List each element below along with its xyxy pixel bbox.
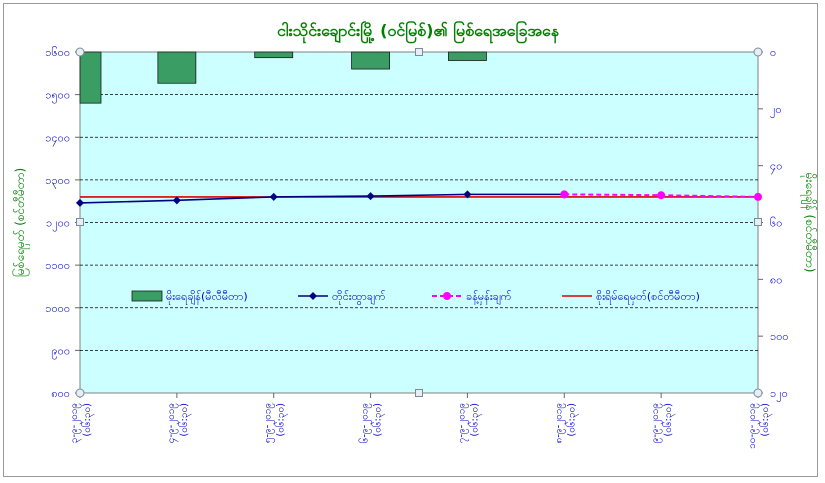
observed-line — [79, 193, 565, 204]
x-tick-label-line: ၈-၉-၂၀၁၉ — [553, 403, 566, 443]
x-tick-label: ၄-၉-၂၀၁၉ (၀၆:၃၀) — [166, 403, 192, 443]
x-tick-label: ၉-၉-၂၀၁၉ (၀၆:၃၀) — [650, 403, 676, 443]
x-tick-label-line: ၇-၉-၂၀၁၉ — [456, 403, 469, 443]
x-tick-label: ၃-၉-၂၀၁၉ (၀၆:၃၀) — [69, 403, 95, 443]
rainfall-bar — [254, 51, 294, 59]
forecast-point — [754, 192, 762, 201]
x-tick-label-line: ၁၀-၉-၂၀၁၉ — [747, 403, 760, 449]
legend-marker-observed — [309, 292, 317, 300]
resize-handle — [415, 389, 423, 397]
x-tick-label: ၅-၉-၂၀၁၉ (၀၆:၃၀) — [263, 403, 289, 443]
x-tick-label-line: (၀၆:၃၀) — [274, 403, 289, 437]
legend-label: စိုးရိမ်ရေမှတ်(စင်တီမီတာ) — [596, 290, 700, 305]
y2-tick-label: ၈၀ — [770, 273, 782, 286]
x-tick-label-line: ၃-၉-၂၀၁၉ — [69, 403, 82, 443]
resize-handle — [753, 47, 763, 57]
x-tick-label-line: ၉-၉-၂၀၁၉ — [650, 403, 663, 443]
observed-point — [463, 190, 472, 199]
x-tick-label: ၇-၉-၂၀၁၉ (၀၆:၃၀) — [456, 403, 482, 443]
y-tick-label: ၉၀၀ — [51, 344, 70, 359]
y-tick-label: ၁၂၀၀ — [46, 217, 70, 232]
chart-title: ငါးသိုင်းချောင်းမြို့ (ဝင်မြစ်)၏ မြစ်ရေအ… — [277, 20, 560, 44]
y2-tick-label: ၁၂၀ — [770, 387, 788, 402]
x-tick-label-line: ၅-၉-၂၀၁၉ — [263, 403, 276, 443]
x-tick-label: ၈-၉-၂၀၁၉ (၀၆:၃၀) — [553, 403, 579, 443]
observed-point — [366, 192, 375, 201]
rainfall-bar — [448, 51, 487, 61]
rainfall-bar — [79, 51, 102, 104]
x-tick-label-line: (၀၆:၃၀) — [80, 403, 95, 437]
resize-handle — [754, 218, 762, 226]
x-tick-label-line: ၄-၉-၂၀၁၉ — [166, 403, 179, 443]
x-tick-label-line: (၀၆:၃၀) — [177, 403, 192, 437]
y-axis-title: မြစ်ရေမှတ် (စင်တီမီတာ) — [11, 168, 30, 277]
x-tick-label-line: (၀၆:၃၀) — [467, 403, 482, 437]
y-tick-label: ၁၄၀၀ — [45, 131, 70, 146]
x-tick-label: ၆-၉-၂၀၁၉ (၀၆:၃၀) — [358, 403, 386, 443]
y2-tick-label: ၆၀ — [770, 217, 782, 230]
x-tick-label-line: (၀၆:၃၀) — [371, 403, 386, 437]
legend-label: ခန့်မှန်းချက် — [466, 290, 512, 305]
y-tick-label: ၁၁၀၀ — [45, 259, 70, 272]
x-tick-label-line: ၆-၉-၂၀၁၉ — [358, 403, 373, 443]
y2-tick-label: ၁၀၀ — [770, 330, 789, 343]
resize-handle — [76, 218, 84, 226]
y-tick-label: ၁၆၀၀ — [45, 46, 70, 59]
y-tick-label: ၁၃၀၀ — [45, 174, 70, 189]
rainfall-bar — [157, 51, 197, 84]
observed-point — [269, 192, 278, 201]
x-tick-label: ၁၀-၉-၂၀၁၉ (၀၆:၃၀) — [747, 403, 773, 449]
y-tick-label: ၁၀၀၀ — [45, 302, 70, 315]
x-tick-label-line: (၀၆:၃၀) — [758, 403, 773, 437]
resize-handle — [75, 388, 85, 398]
legend-label: မိုးရေချိန်(မီလီမီတာ) — [166, 290, 248, 305]
legend-label: တိုင်းထွာချက် — [332, 290, 386, 305]
resize-handle — [75, 47, 85, 57]
x-tick-label-line: (၀၆:၃၀) — [661, 403, 676, 437]
forecast-point — [657, 191, 666, 200]
observed-point — [172, 196, 181, 205]
observed-point — [76, 198, 84, 207]
resize-handle — [415, 48, 423, 56]
x-tick-label-line: (၀၆:၃၀) — [564, 403, 579, 437]
y2-tick-label: ၄၀ — [770, 160, 782, 175]
forecast-point — [560, 190, 569, 199]
legend-marker-forecast — [443, 292, 451, 300]
y-tick-label: ၈၀၀ — [51, 387, 70, 400]
y2-tick-label: ၀ — [770, 46, 776, 59]
y-tick-label: ၁၅၀၀ — [45, 89, 70, 104]
legend-swatch-rainfall — [131, 290, 163, 302]
resize-handle — [753, 388, 763, 398]
y2-tick-label: ၂၀ — [770, 103, 782, 118]
y2-axis-title: မိုးရေချိန် (စင်တီမီတာ) — [800, 173, 818, 273]
rainfall-bar — [351, 51, 390, 70]
